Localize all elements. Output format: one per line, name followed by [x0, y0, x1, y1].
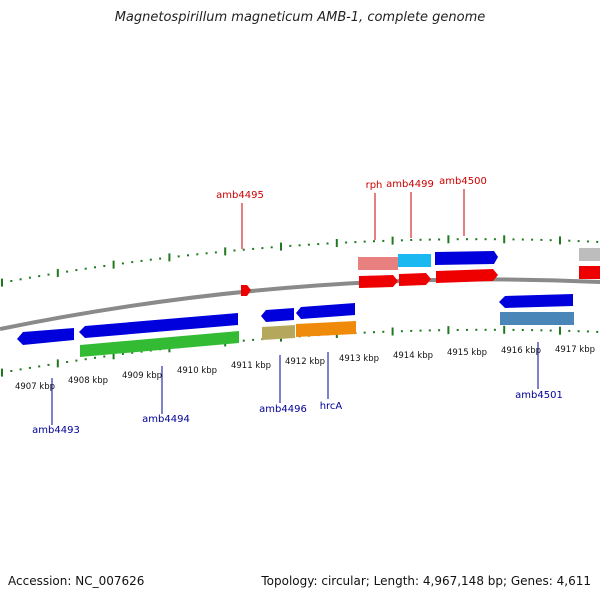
- genome-backbone: [0, 277, 600, 331]
- gene-arrow-hrcA[interactable]: [296, 303, 355, 319]
- gene-arrow-amb4500-cds[interactable]: [436, 269, 498, 283]
- gene-bar-hrcA[interactable]: [296, 321, 356, 337]
- gene-label-amb4495[interactable]: amb4495: [216, 190, 264, 201]
- gene-arrow-amb4500[interactable]: [435, 251, 498, 265]
- accession-text: Accession: NC_007626: [8, 574, 145, 588]
- gene-bar-rph[interactable]: [358, 257, 398, 270]
- reverse-features: [17, 294, 574, 357]
- ruler-label: 4909 kbp: [122, 371, 162, 381]
- ruler-label: 4911 kbp: [231, 361, 271, 371]
- gene-bar-offscreen-right[interactable]: [579, 248, 600, 261]
- gene-bar-amb4496[interactable]: [262, 325, 295, 340]
- gene-bar-amb4499[interactable]: [398, 254, 431, 267]
- gene-label-amb4500[interactable]: amb4500: [439, 176, 487, 187]
- gene-arrow-offscreen-right[interactable]: [579, 266, 600, 279]
- gene-bar-amb4501[interactable]: [500, 312, 574, 325]
- gene-label-amb4501[interactable]: amb4501: [515, 390, 563, 401]
- ruler-label: 4914 kbp: [393, 351, 433, 361]
- ruler-label: 4907 kbp: [15, 382, 55, 392]
- gene-arrow-rph[interactable]: [359, 275, 398, 288]
- ruler-label: 4908 kbp: [68, 376, 108, 386]
- gene-arrow-amb4499[interactable]: [399, 273, 431, 286]
- gene-label-amb4494[interactable]: amb4494: [142, 414, 190, 425]
- gene-label-lines: [51, 189, 539, 425]
- gene-label-rph[interactable]: rph: [366, 180, 383, 191]
- gene-arrow-amb4494[interactable]: [79, 313, 238, 338]
- gene-label-amb4496[interactable]: amb4496: [259, 404, 307, 415]
- ruler-labels: 4907 kbp 4908 kbp 4909 kbp 4910 kbp 4911 kbp…: [15, 345, 595, 392]
- ruler-label: 4917 kbp: [555, 345, 595, 355]
- gene-label-amb4493[interactable]: amb4493: [32, 425, 80, 436]
- gene-label-amb4499[interactable]: amb4499: [386, 179, 434, 190]
- gene-arrow-amb4501[interactable]: [499, 294, 573, 308]
- ruler-label: 4912 kbp: [285, 357, 325, 367]
- ruler-label: 4915 kbp: [447, 348, 487, 358]
- gene-labels: amb4495 rph amb4499 amb4500 amb4493 amb4494 am…: [32, 176, 563, 436]
- map-title: Magnetospirillum magneticum AMB-1, compl…: [114, 10, 486, 25]
- ruler-label: 4910 kbp: [177, 366, 217, 376]
- genome-summary: Topology: circular; Length: 4,967,148 bp…: [261, 574, 591, 588]
- gene-label-hrcA[interactable]: hrcA: [320, 401, 343, 412]
- gene-arrow-amb4495[interactable]: [241, 285, 251, 296]
- gene-arrow-amb4496[interactable]: [261, 308, 294, 322]
- forward-features: [241, 248, 600, 296]
- gene-bar-amb4494[interactable]: [80, 331, 239, 357]
- gene-arrow-amb4493[interactable]: [17, 328, 74, 345]
- ruler-label: 4913 kbp: [339, 354, 379, 364]
- ruler-label: 4916 kbp: [501, 346, 541, 356]
